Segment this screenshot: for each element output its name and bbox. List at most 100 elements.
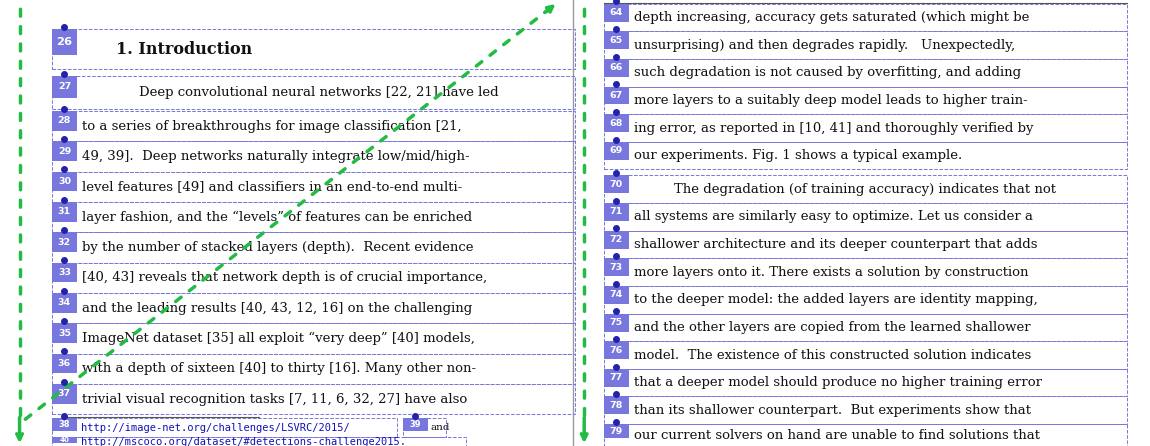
Text: 27: 27 [58,82,71,91]
Text: 35: 35 [58,329,71,338]
Bar [604,396,629,414]
Bar [604,114,629,132]
Bar [604,258,629,276]
Bar [52,263,575,293]
Bar [52,111,77,131]
Bar [52,354,575,384]
Bar [604,424,1127,446]
Bar [604,396,1127,424]
Bar [604,31,1127,59]
Bar [52,384,77,404]
Text: 74: 74 [610,290,623,299]
Bar [52,202,575,232]
Text: [40, 43] reveals that network depth is of crucial importance,: [40, 43] reveals that network depth is o… [82,271,486,285]
Bar [52,384,575,414]
Bar [604,286,629,304]
Text: our current solvers on hand are unable to find solutions that: our current solvers on hand are unable t… [634,429,1040,442]
Bar [604,341,1127,369]
Bar [52,111,575,141]
Bar [52,141,575,172]
Text: 36: 36 [58,359,71,368]
Bar [52,354,77,373]
Text: our experiments. Fig. 1 shows a typical example.: our experiments. Fig. 1 shows a typical … [634,149,961,162]
Text: 30: 30 [58,177,71,186]
Bar [604,175,629,193]
Bar [52,232,575,263]
Bar [52,437,466,446]
Bar [52,141,77,161]
Text: 34: 34 [58,298,71,307]
Bar [604,369,1127,396]
Bar [52,172,575,202]
Text: depth increasing, accuracy gets saturated (which might be: depth increasing, accuracy gets saturate… [634,11,1029,24]
Text: all systems are similarly easy to optimize. Let us consider a: all systems are similarly easy to optimi… [634,210,1033,223]
Bar [604,341,629,359]
Text: 70: 70 [610,180,623,189]
Text: 67: 67 [610,91,623,100]
Text: 65: 65 [610,36,623,45]
Bar [604,59,1127,87]
Text: layer fashion, and the “levels” of features can be enriched: layer fashion, and the “levels” of featu… [82,211,471,224]
Bar [402,418,428,430]
Text: The degradation (of training accuracy) indicates that not: The degradation (of training accuracy) i… [674,182,1056,196]
Bar [52,418,77,430]
Text: 29: 29 [58,147,71,156]
Text: 28: 28 [58,116,71,125]
Bar [604,231,1127,258]
Text: 75: 75 [610,318,623,327]
Text: more layers to a suitably deep model leads to higher train-: more layers to a suitably deep model lea… [634,94,1027,107]
Bar [604,369,629,387]
Text: 40: 40 [60,437,69,443]
Text: 37: 37 [58,389,71,398]
Text: level features [49] and classifiers in an end-to-end multi-: level features [49] and classifiers in a… [82,180,462,194]
Bar [52,76,77,98]
Text: 33: 33 [58,268,71,277]
Bar [604,258,1127,286]
Bar [604,31,629,49]
Bar [52,263,77,282]
Bar [604,114,1127,142]
Text: 78: 78 [610,401,623,410]
Bar [402,418,446,437]
Text: 66: 66 [610,63,623,72]
Bar [604,87,1127,114]
Bar [604,314,629,331]
Text: to the deeper model: the added layers are identity mapping,: to the deeper model: the added layers ar… [634,293,1037,306]
Text: unsurprising) and then degrades rapidly.   Unexpectedly,: unsurprising) and then degrades rapidly.… [634,38,1014,52]
Text: 69: 69 [610,146,623,155]
Text: and the leading results [40, 43, 12, 16] on the challenging: and the leading results [40, 43, 12, 16]… [82,301,471,315]
Bar [604,203,1127,231]
Bar [52,29,77,55]
Text: 38: 38 [59,420,70,429]
Text: Deep convolutional neural networks [22, 21] have led: Deep convolutional neural networks [22, … [139,86,499,99]
Bar [52,293,575,323]
Text: that a deeper model should produce no higher training error: that a deeper model should produce no hi… [634,376,1042,389]
Text: http://image-net.org/challenges/LSVRC/2015/: http://image-net.org/challenges/LSVRC/20… [81,423,350,433]
Text: such degradation is not caused by overfitting, and adding: such degradation is not caused by overfi… [634,66,1021,79]
Bar [604,59,629,77]
Bar [604,203,629,221]
Bar [604,87,629,104]
Text: to a series of breakthroughs for image classification [21,: to a series of breakthroughs for image c… [82,120,461,133]
Text: 64: 64 [610,8,623,17]
Bar [52,418,397,437]
Bar [52,323,77,343]
Text: than its shallower counterpart.  But experiments show that: than its shallower counterpart. But expe… [634,404,1030,417]
Bar [52,232,77,252]
Bar [52,293,77,313]
Text: model.  The existence of this constructed solution indicates: model. The existence of this constructed… [634,348,1030,362]
Bar [52,76,575,109]
Bar [604,4,629,21]
Bar [604,4,1127,31]
Text: 68: 68 [610,119,623,128]
Bar [604,314,1127,341]
Text: 76: 76 [610,346,623,355]
Bar [52,323,575,354]
Text: 32: 32 [58,238,71,247]
Text: 39: 39 [409,420,421,429]
Text: ImageNet dataset [35] all exploit “very deep” [40] models,: ImageNet dataset [35] all exploit “very … [82,332,475,345]
Bar [52,29,575,69]
Text: 71: 71 [610,207,623,216]
Text: more layers onto it. There exists a solution by construction: more layers onto it. There exists a solu… [634,265,1028,279]
Text: and the other layers are copied from the learned shallower: and the other layers are copied from the… [634,321,1030,334]
